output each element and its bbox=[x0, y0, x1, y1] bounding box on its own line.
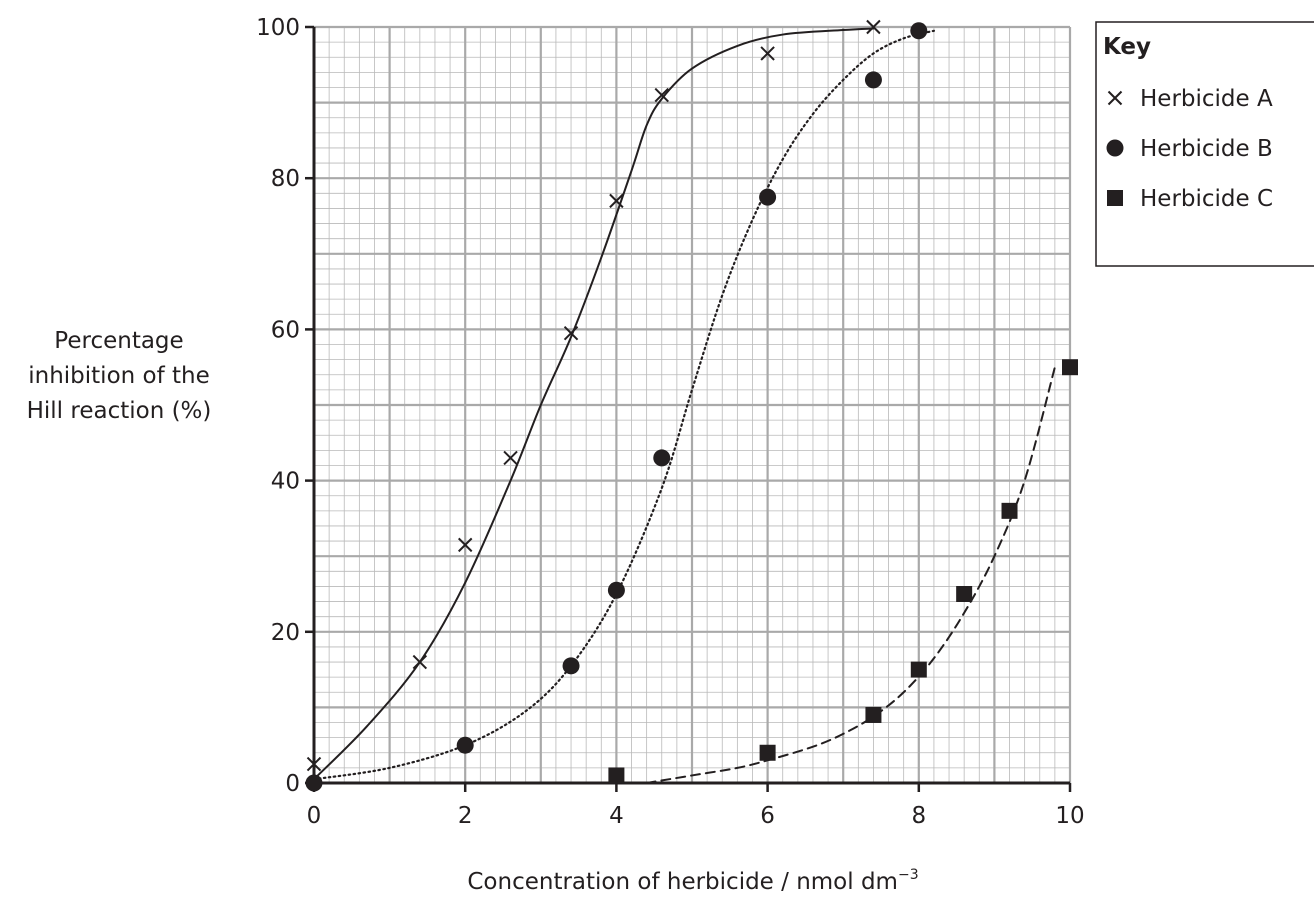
data-point-herbicide-b bbox=[607, 581, 625, 599]
legend-label-herbicide-a: Herbicide A bbox=[1140, 86, 1273, 112]
data-point-herbicide-b bbox=[653, 449, 671, 467]
data-point-herbicide-b bbox=[305, 774, 323, 792]
data-point-herbicide-a-stroke bbox=[609, 193, 624, 209]
series-markers bbox=[305, 19, 1078, 792]
data-point-herbicide-a-stroke bbox=[412, 654, 428, 670]
x-tick-label: 6 bbox=[760, 803, 775, 829]
legend-box bbox=[1095, 21, 1314, 267]
x-tick-label: 0 bbox=[307, 803, 322, 829]
data-point-herbicide-b bbox=[864, 71, 882, 89]
legend-items: Herbicide A Herbicide B Herbicide C bbox=[1106, 86, 1273, 212]
y-axis-label: Percentage inhibition of the Hill reacti… bbox=[27, 328, 212, 424]
data-point-herbicide-c bbox=[865, 706, 882, 723]
x-axis-label: Concentration of herbicide / nmol dm−3 bbox=[467, 867, 918, 895]
data-point-herbicide-b bbox=[759, 188, 777, 206]
legend-marker-herbicide-c bbox=[1107, 190, 1123, 206]
data-point-herbicide-a-stroke bbox=[654, 87, 669, 103]
data-point-herbicide-c bbox=[910, 661, 927, 678]
x-tick-label: 2 bbox=[458, 803, 473, 829]
series-curve-herbicide-b bbox=[312, 29, 936, 781]
data-point-herbicide-a bbox=[654, 87, 669, 103]
data-point-herbicide-a bbox=[412, 654, 428, 670]
data-point-herbicide-a bbox=[563, 325, 579, 341]
data-point-herbicide-a bbox=[609, 193, 624, 209]
x-tick-label: 8 bbox=[911, 803, 926, 829]
major-grid bbox=[312, 25, 1072, 785]
data-point-herbicide-a-stroke bbox=[503, 450, 518, 466]
data-point-herbicide-b bbox=[910, 22, 928, 40]
data-point-herbicide-b bbox=[562, 657, 580, 675]
y-tick-label: 0 bbox=[285, 771, 300, 797]
data-point-herbicide-a-stroke bbox=[306, 756, 322, 772]
data-point-herbicide-a bbox=[760, 46, 775, 61]
x-axis-label-main: Concentration of herbicide / nmol dm bbox=[467, 869, 898, 895]
data-point-herbicide-a-stroke bbox=[563, 325, 579, 341]
data-point-herbicide-a bbox=[306, 756, 322, 772]
y-axis-label-line-1: Percentage bbox=[54, 328, 183, 354]
x-tick-label: 10 bbox=[1055, 803, 1084, 829]
legend-label-herbicide-b: Herbicide B bbox=[1140, 136, 1273, 162]
y-tick-label: 80 bbox=[271, 166, 300, 192]
data-point-herbicide-a bbox=[457, 537, 473, 553]
data-point-herbicide-c bbox=[956, 586, 973, 602]
x-axis-label-superscript: −3 bbox=[898, 867, 919, 883]
y-tick-label: 40 bbox=[271, 469, 300, 495]
data-point-herbicide-a-stroke bbox=[760, 46, 775, 61]
y-axis-label-line-2: inhibition of the bbox=[28, 363, 210, 389]
data-point-herbicide-a bbox=[503, 450, 518, 466]
legend-marker-herbicide-b bbox=[1106, 139, 1124, 157]
x-tick-label: 4 bbox=[609, 803, 624, 829]
data-point-herbicide-b bbox=[456, 736, 474, 754]
legend-marker-herbicide-a bbox=[1107, 90, 1123, 106]
data-point-herbicide-c bbox=[1001, 502, 1018, 519]
y-tick-label: 20 bbox=[271, 620, 300, 646]
data-point-herbicide-c bbox=[759, 744, 776, 761]
data-point-herbicide-c bbox=[608, 767, 625, 784]
data-point-herbicide-a-stroke bbox=[457, 537, 473, 553]
data-point-herbicide-a bbox=[866, 19, 881, 35]
legend: Key Herbicide A Herbicide B Herbicide C bbox=[1095, 21, 1314, 267]
legend-label-herbicide-c: Herbicide C bbox=[1140, 186, 1273, 212]
data-point-herbicide-a-stroke bbox=[866, 19, 881, 35]
data-point-herbicide-c bbox=[1062, 359, 1078, 376]
y-tick-label: 60 bbox=[271, 317, 300, 343]
series-curve-herbicide-a bbox=[313, 27, 875, 781]
y-axis-label-line-3: Hill reaction (%) bbox=[27, 398, 212, 424]
legend-marker-herbicide-a-stroke bbox=[1107, 90, 1123, 106]
y-tick-label: 100 bbox=[256, 15, 300, 41]
axes bbox=[312, 27, 1070, 785]
legend-title: Key bbox=[1103, 34, 1151, 60]
